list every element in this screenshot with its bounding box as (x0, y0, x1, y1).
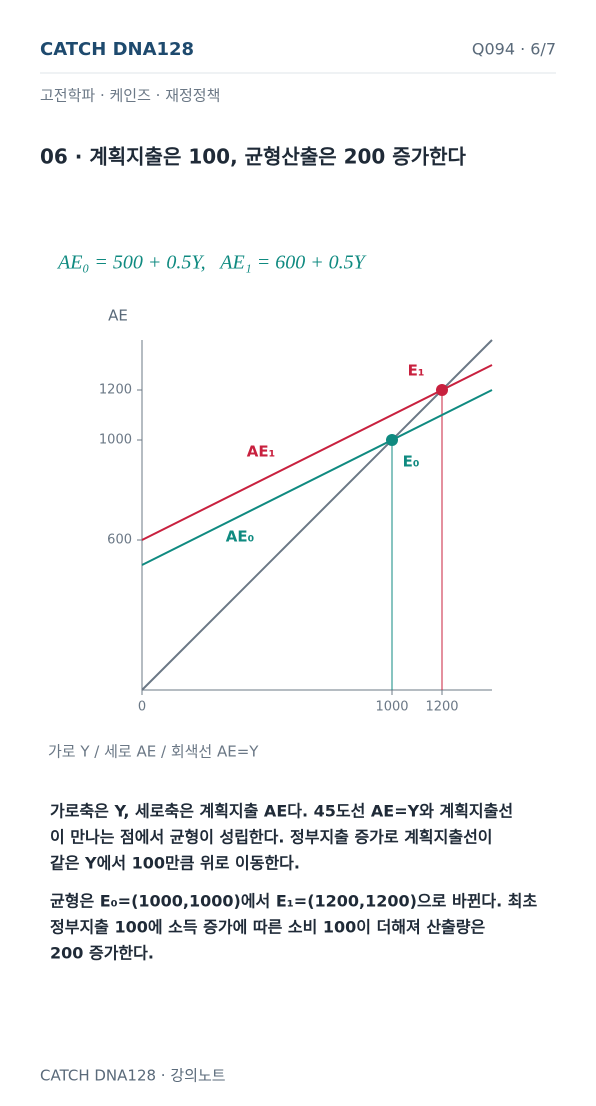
equilibrium-point (386, 434, 398, 446)
y-tick-label: 1200 (99, 383, 132, 398)
body-line: 정부지출 100에 소득 증가에 따른 소비 100이 더해져 산출량은 (50, 918, 485, 937)
body-line: 이 만나는 점에서 균형이 성립한다. 정부지출 증가로 계획지출선이 (50, 828, 493, 847)
series-line (141, 364, 493, 541)
y-axis-label: AE (108, 307, 128, 325)
body-line: 가로축은 Y, 세로축은 계획지출 AE다. 45도선 AE=Y와 계획지출선 (50, 802, 513, 821)
series-label: AE₀ (226, 528, 254, 546)
caption: 가로 Y / 세로 AE / 회색선 AE=Y (48, 743, 259, 761)
series-label: AE₁ (247, 443, 275, 461)
brand: CATCH DNA128 (40, 39, 194, 60)
point-label: E₁ (408, 362, 425, 380)
series-line (141, 339, 493, 691)
x-tick-label: 1000 (375, 700, 408, 715)
series-line (141, 389, 493, 566)
body-line: 같은 Y에서 100만큼 위로 이동한다. (50, 854, 300, 873)
breadcrumb: 고전학파 · 케인즈 · 재정정책 (40, 87, 220, 105)
y-tick-label: 600 (107, 533, 132, 548)
equilibrium-point (436, 384, 448, 396)
body-line: 균형은 E₀=(1000,1000)에서 E₁=(1200,1200)으로 바뀐… (50, 892, 537, 911)
question-title: 06 · 계획지출은 100, 균형산출은 200 증가한다 (40, 145, 467, 169)
body-line: 200 증가한다. (50, 944, 154, 963)
footer: CATCH DNA128 · 강의노트 (40, 1067, 226, 1085)
formula: AE₀ = 500 + 0.5Y, AE₁ = 600 + 0.5Y (56, 252, 367, 274)
page-count: Q094 · 6/7 (472, 40, 556, 59)
x-tick-label: 0 (138, 700, 146, 715)
y-tick-label: 1000 (99, 433, 132, 448)
x-tick-label: 1200 (425, 700, 458, 715)
point-label: E₀ (403, 453, 420, 471)
